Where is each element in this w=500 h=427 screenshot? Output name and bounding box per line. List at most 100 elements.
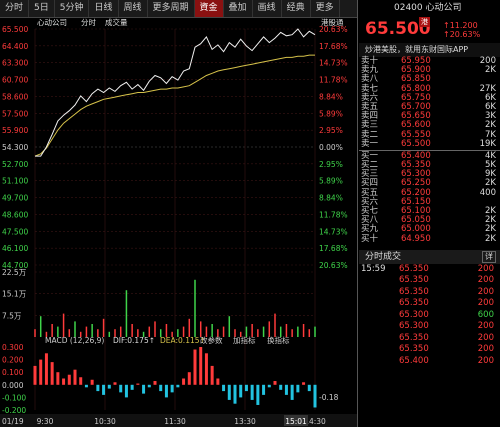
bid-size: 2K (485, 206, 496, 216)
pct-tick: 17.68% (319, 244, 348, 253)
change-block: ↑11.200 ↑20.63% (443, 21, 480, 39)
vol-tick: 15.1万 (2, 290, 27, 299)
bid-label: 买七 (361, 206, 379, 216)
tick-time (359, 356, 399, 368)
price-tick: 51.100 (2, 177, 28, 186)
ask-label: 卖二 (361, 129, 379, 140)
ask-size: 2K (485, 65, 496, 76)
tab-0[interactable]: 分时 (0, 0, 30, 17)
pct-tick: 5.89% (319, 177, 343, 186)
bid-row: 买三 65.300 9K (359, 170, 500, 179)
ask-price: 65.750 (401, 92, 431, 103)
price-tick: 49.700 (2, 194, 28, 203)
macd-tick: -0.100 (2, 393, 26, 402)
bid-size: 2K (485, 233, 496, 244)
tick-time (359, 298, 399, 310)
ask-size: 200 (479, 56, 496, 66)
pct-tick: 20.63% (319, 25, 348, 34)
bid-row: 买八 65.050 2K (359, 215, 500, 226)
macd-tick: 0.000 (2, 381, 24, 390)
pct-tick: 20.63% (319, 261, 348, 270)
tab-9[interactable]: 经典 (282, 0, 311, 17)
time-axis-bg (0, 414, 357, 427)
tab-4[interactable]: 周线 (119, 0, 148, 17)
ask-price: 65.950 (401, 56, 431, 66)
bid-price: 65.150 (401, 196, 431, 207)
tab-7[interactable]: 叠加 (224, 0, 253, 17)
ask-price: 65.550 (401, 129, 431, 140)
macd-current: -0.18 (319, 393, 339, 402)
tick-size: 200 (477, 332, 494, 343)
period-tabs: 分时 5日 5分钟 日线 周线 更多周期 資金 叠加 画线 经典 更多 (0, 0, 357, 18)
ask-size: 7K (485, 129, 496, 140)
pct-tick: 8.84% (319, 194, 343, 203)
time-tick: 14:30 (304, 417, 326, 426)
stock-name: 心动公司 (425, 3, 462, 13)
ticks-detail-button[interactable]: 详 (482, 250, 496, 263)
tick-price: 65.350 (399, 344, 429, 355)
tab-2[interactable]: 5分钟 (55, 0, 90, 17)
ask-price: 65.850 (401, 74, 431, 85)
ask-price: 65.700 (401, 101, 431, 112)
bid-label: 买八 (361, 215, 379, 226)
tab-8[interactable]: 画线 (253, 0, 282, 17)
price-tick: 48.600 (2, 210, 28, 219)
tab-5[interactable]: 更多周期 (148, 0, 195, 17)
price-tick: 55.900 (2, 126, 28, 135)
macd-switch: 换指标 (267, 335, 290, 345)
bid-price: 65.300 (401, 169, 431, 180)
bid-size: 5K (485, 160, 496, 171)
bid-label: 买十 (361, 233, 379, 244)
pct-tick: 0.00% (319, 143, 343, 152)
pct-tick: 14.73% (319, 59, 348, 68)
pct-tick: 5.89% (319, 109, 343, 118)
macd-tick: 0.100 (2, 368, 24, 377)
tick-row: 65.400 200 (359, 356, 500, 368)
ask-row: 卖九 65.900 2K (359, 65, 500, 76)
tick-row: 65.350 200 (359, 298, 500, 310)
pct-tick: 11.78% (319, 210, 348, 219)
pct-tick: 17.68% (319, 42, 348, 51)
ask-label: 卖四 (361, 111, 379, 122)
pct-tick: 2.95% (319, 160, 343, 169)
tick-row: 65.350 200 (359, 275, 500, 287)
change-pct: ↑20.63% (443, 30, 481, 39)
ask-price: 65.900 (401, 65, 431, 76)
bid-price: 65.050 (401, 215, 431, 226)
ask-price: 65.650 (401, 111, 431, 122)
bid-label: 买二 (361, 160, 379, 171)
bid-label: 买三 (361, 169, 379, 180)
price-tick: 65.500 (2, 25, 28, 34)
bid-row: 买十 64.950 2K (359, 233, 500, 244)
tick-size: 200 (477, 286, 494, 297)
chart-volume-label: 成交量 (105, 17, 128, 27)
ask-row: 卖十 65.950 200 (359, 56, 500, 66)
macd-dea: DEA:0.115↑ (160, 336, 206, 345)
tick-size: 200 (477, 298, 494, 309)
avg-price-line (34, 54, 315, 157)
ask-price: 65.800 (401, 83, 431, 94)
time-tick: 10:30 (94, 417, 116, 426)
tab-6[interactable]: 資金 (194, 0, 224, 17)
time-tick: 11:30 (164, 417, 186, 426)
price-tick: 46.100 (2, 244, 28, 253)
macd-tick: 0.300 (2, 343, 24, 352)
tab-1[interactable]: 5日 (29, 0, 55, 17)
quote-panel: 02400 心动公司 65.500 港 ↑11.200 ↑20.63% 炒港美股，… (359, 0, 500, 427)
bid-size: 9K (485, 169, 496, 180)
bid-price: 65.400 (401, 150, 431, 161)
tick-price: 65.350 (399, 275, 429, 286)
chart-ref: 港股通 (321, 17, 344, 27)
tick-size: 200 (477, 321, 494, 332)
pct-tick: 2.95% (319, 126, 343, 135)
tick-row: 65.300 200 (359, 321, 500, 333)
tab-10[interactable]: 更多 (311, 0, 340, 17)
ask-price: 65.500 (401, 138, 431, 149)
ask-label: 卖九 (361, 65, 379, 76)
bid-label: 买一 (361, 150, 379, 161)
pct-tick: 11.78% (319, 76, 348, 85)
tick-price: 65.350 (399, 263, 429, 274)
promo-banner[interactable]: 炒港美股，就用东财国际APP (359, 43, 500, 57)
tab-3[interactable]: 日线 (89, 0, 119, 17)
tick-time: 15:59 (361, 263, 386, 274)
